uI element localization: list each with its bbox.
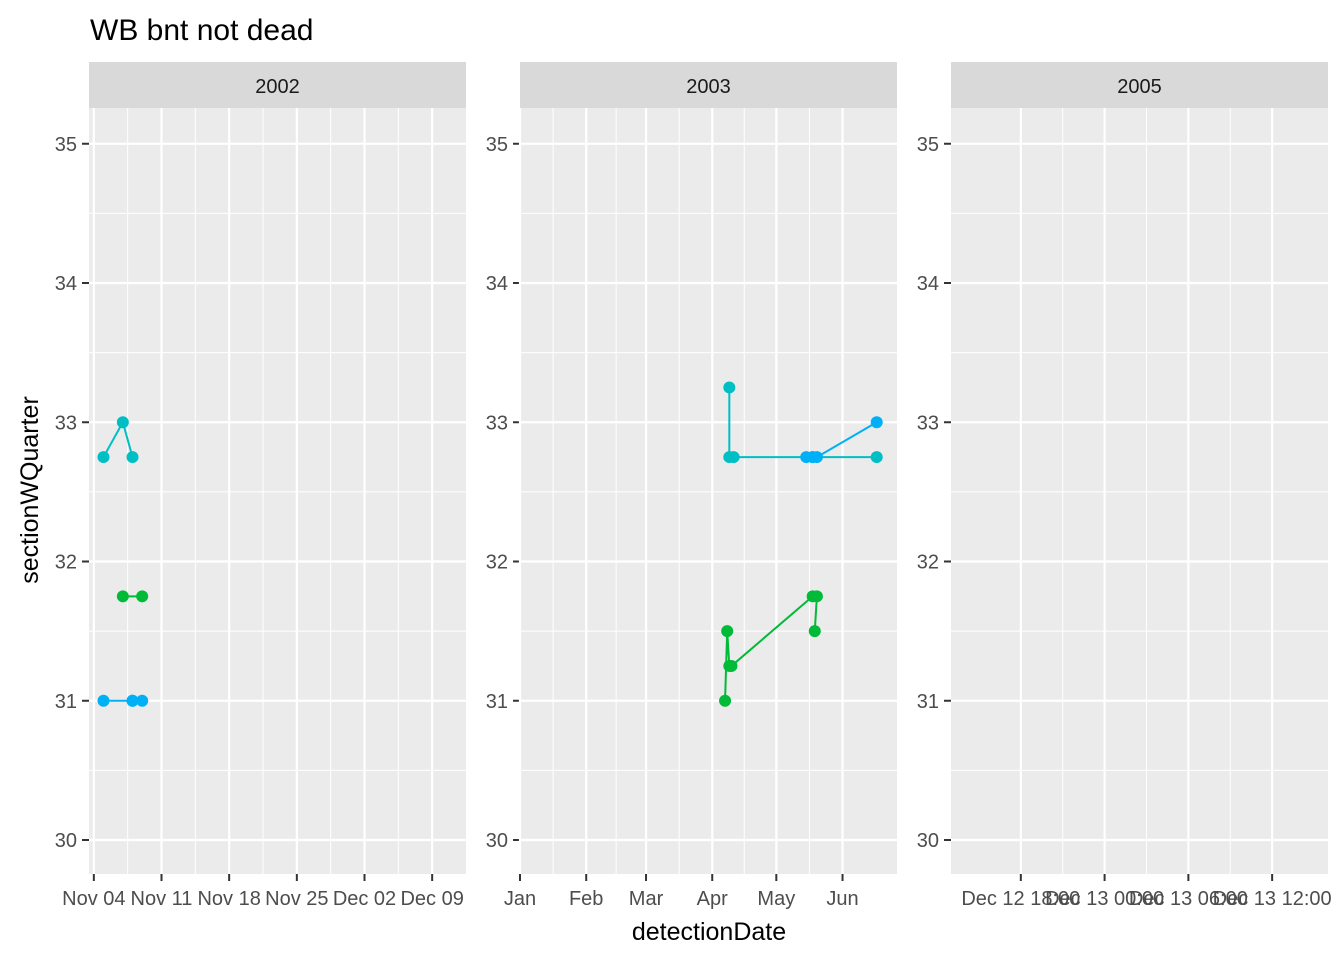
facet-strip-label: 2002 — [255, 76, 300, 98]
y-tick-label: 32 — [917, 552, 939, 574]
data-point-blue — [136, 694, 149, 707]
x-tick-label: Nov 11 — [131, 888, 193, 910]
x-tick-label: Dec 12 18:00 — [961, 888, 1080, 910]
y-tick-label: 31 — [917, 691, 939, 713]
panel-background — [89, 108, 466, 874]
y-tick-label: 33 — [55, 412, 77, 434]
data-point-teal — [870, 451, 883, 464]
x-tick-label: Dec 02 — [333, 888, 396, 910]
x-tick-label: Nov 18 — [197, 888, 260, 910]
y-tick-label: 30 — [917, 830, 939, 852]
facet-strip — [520, 62, 897, 108]
y-tick-label: 30 — [55, 830, 77, 852]
x-tick-label: Dec 13 00:00 — [1045, 888, 1164, 910]
data-point-teal — [126, 451, 139, 464]
x-tick-label: May — [757, 888, 795, 910]
y-tick-label: 30 — [486, 830, 508, 852]
x-tick-label: Nov 04 — [62, 888, 125, 910]
x-tick-label: Nov 25 — [265, 888, 328, 910]
y-tick-label: 34 — [55, 273, 77, 295]
x-tick-label: Dec 13 06:00 — [1129, 888, 1248, 910]
y-tick-label: 34 — [917, 273, 939, 295]
facet-strip — [951, 62, 1328, 108]
facet-panel-2003: 2003 30 31 32 33 34 35 Jan Feb Mar Apr May Jun — [486, 62, 897, 910]
y-axis-label: sectionWQuarter — [16, 396, 44, 584]
x-tick-label: Dec 13 12:00 — [1213, 888, 1332, 910]
data-point-blue — [126, 694, 139, 707]
data-point-blue — [810, 451, 823, 464]
x-tick-label: Apr — [697, 888, 728, 910]
y-tick-label: 35 — [917, 134, 939, 156]
y-tick-label: 35 — [486, 134, 508, 156]
x-axis-label: detectionDate — [632, 918, 786, 946]
data-point-green — [725, 659, 738, 672]
facet-strip-label: 2003 — [686, 76, 731, 98]
x-tick-label: Jun — [826, 888, 858, 910]
data-point-teal — [97, 451, 110, 464]
facet-panels: 2002 30 31 32 33 34 35 Nov 04 Nov 11 Nov 18 Nov 25… — [55, 62, 1332, 910]
facet-strip — [89, 62, 466, 108]
x-tick-label: Jan — [504, 888, 536, 910]
y-tick-label: 35 — [55, 134, 77, 156]
x-tick-label: Feb — [569, 888, 603, 910]
data-point-green — [719, 694, 732, 707]
data-point-blue — [97, 694, 110, 707]
facet-panel-2002: 2002 30 31 32 33 34 35 Nov 04 Nov 11 Nov 18 Nov 25… — [55, 62, 466, 910]
data-point-teal — [723, 381, 736, 394]
data-point-teal — [116, 416, 129, 429]
x-tick-label: Dec 09 — [400, 888, 463, 910]
data-point-green — [810, 590, 823, 603]
panel-background — [520, 108, 897, 874]
y-tick-label: 31 — [55, 691, 77, 713]
y-tick-label: 31 — [486, 691, 508, 713]
data-point-green — [721, 625, 734, 638]
y-tick-label: 33 — [486, 412, 508, 434]
panel-background — [951, 108, 1328, 874]
data-point-blue — [870, 416, 883, 429]
data-point-green — [136, 590, 149, 603]
data-point-green — [116, 590, 129, 603]
y-tick-label: 32 — [486, 552, 508, 574]
data-point-green — [808, 625, 821, 638]
y-tick-label: 32 — [55, 552, 77, 574]
data-point-teal — [727, 451, 740, 464]
y-tick-label: 33 — [917, 412, 939, 434]
facet-strip-label: 2005 — [1117, 76, 1162, 98]
y-tick-label: 34 — [486, 273, 508, 295]
x-tick-label: Mar — [629, 888, 664, 910]
chart-title: WB bnt not dead — [90, 14, 313, 47]
